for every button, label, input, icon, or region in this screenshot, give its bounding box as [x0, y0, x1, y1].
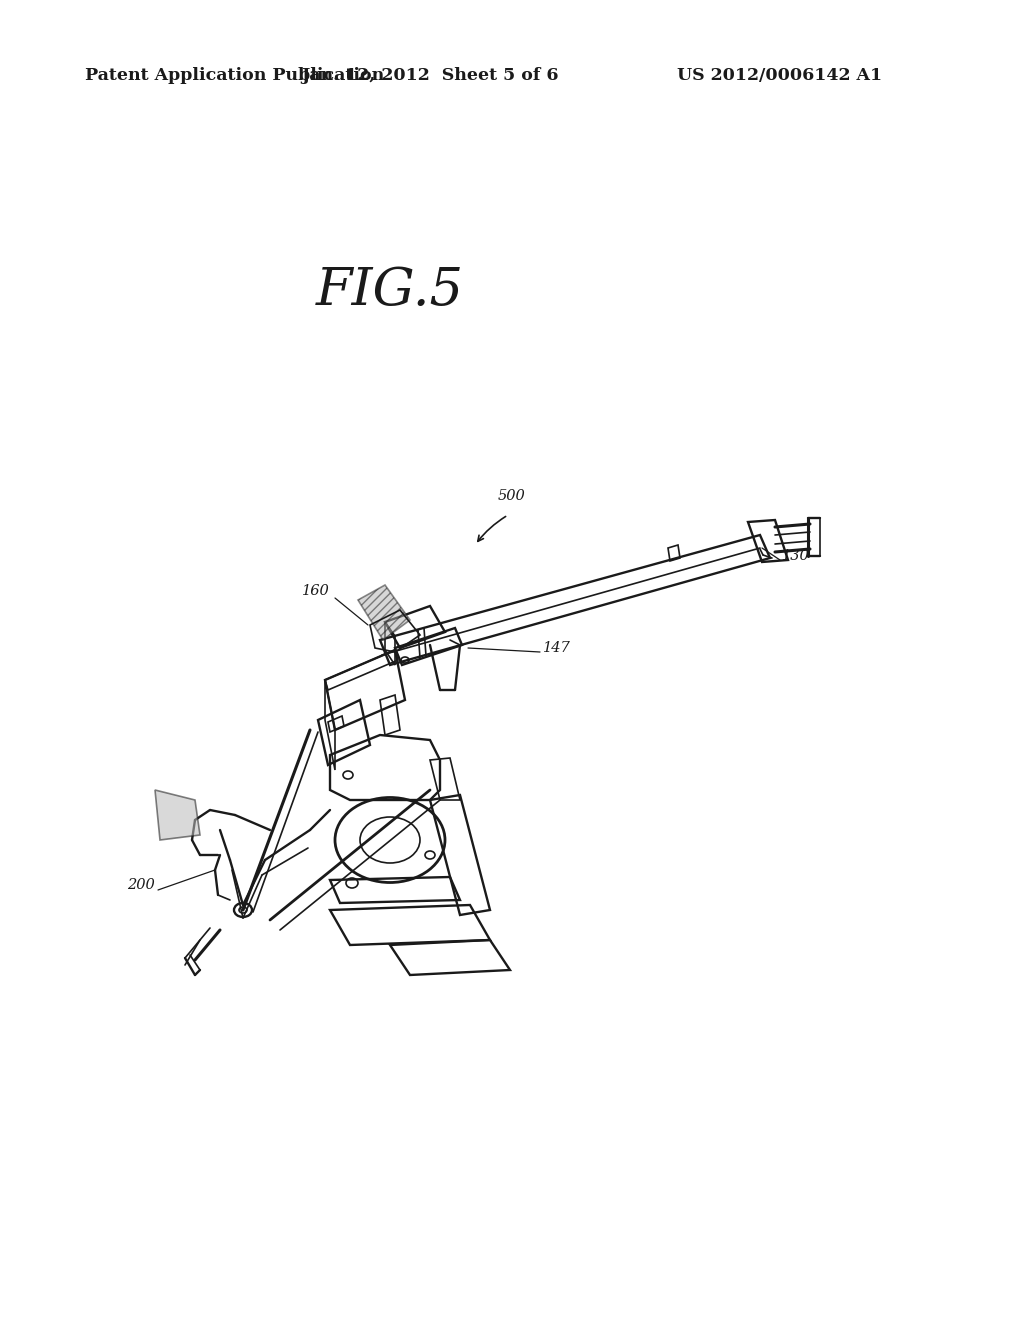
Text: 130: 130	[782, 549, 810, 564]
Text: FIG.5: FIG.5	[316, 264, 464, 315]
Text: Patent Application Publication: Patent Application Publication	[85, 66, 384, 83]
Text: 200: 200	[127, 878, 155, 892]
Polygon shape	[358, 585, 410, 640]
Polygon shape	[155, 789, 200, 840]
Text: Jan. 12, 2012  Sheet 5 of 6: Jan. 12, 2012 Sheet 5 of 6	[301, 66, 559, 83]
Text: 500: 500	[498, 488, 525, 503]
Text: 147: 147	[543, 642, 570, 655]
Text: US 2012/0006142 A1: US 2012/0006142 A1	[678, 66, 883, 83]
Text: 160: 160	[302, 583, 330, 598]
